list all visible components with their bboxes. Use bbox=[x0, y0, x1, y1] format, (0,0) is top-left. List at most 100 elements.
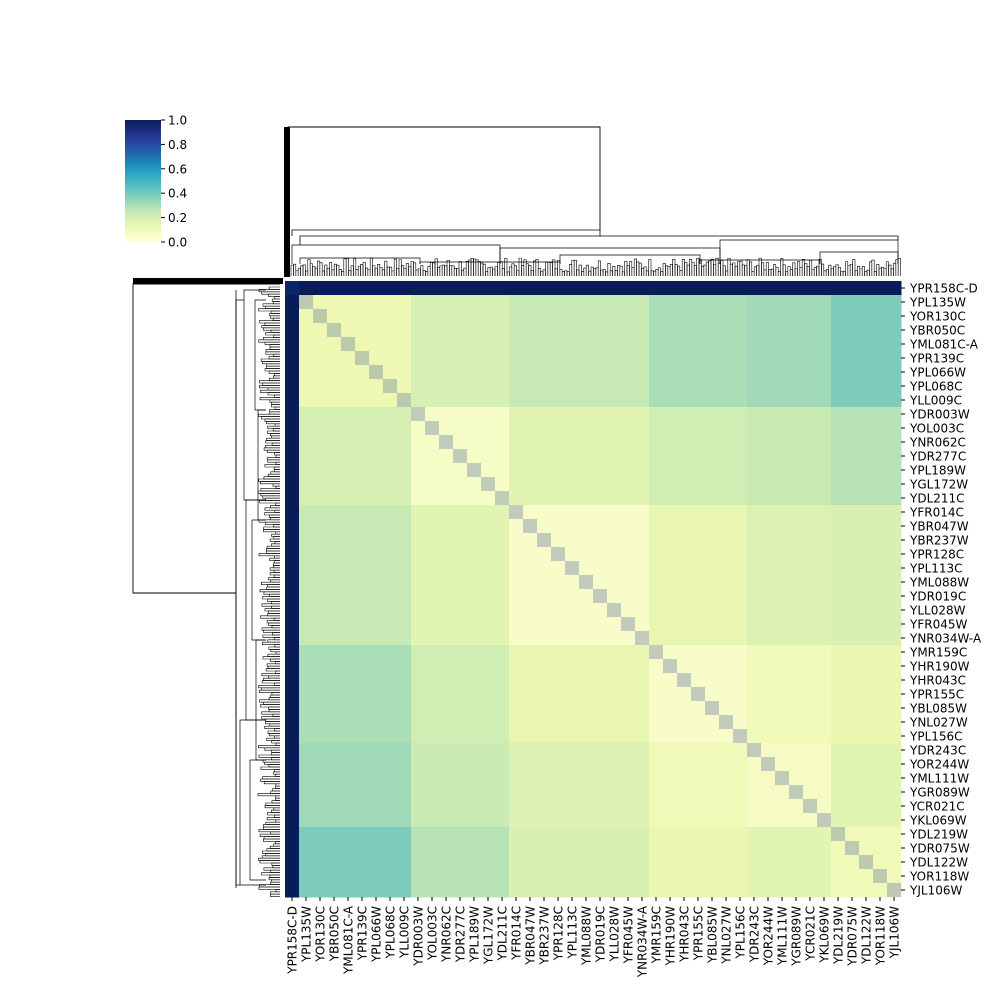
dendrogram-link bbox=[756, 265, 760, 276]
dendrogram-link bbox=[268, 286, 280, 290]
colorbar-tick-label: 0.0 bbox=[168, 236, 187, 250]
column-label: YFR014C bbox=[510, 906, 524, 961]
dendrogram-link bbox=[878, 267, 882, 276]
dendrogram-link bbox=[260, 778, 280, 782]
dendrogram-link bbox=[360, 263, 364, 276]
dendrogram-link bbox=[703, 264, 707, 276]
heatmap-diagonal-cell bbox=[565, 561, 579, 575]
dendrogram-link bbox=[267, 639, 280, 643]
dendrogram-link bbox=[866, 269, 870, 276]
dendrogram-link bbox=[653, 270, 657, 276]
dendrogram-link bbox=[559, 269, 563, 276]
dendrogram-link bbox=[270, 694, 280, 698]
dendrogram-link bbox=[480, 262, 484, 276]
dendrogram-link bbox=[267, 459, 280, 463]
heatmap-diagonal-cell bbox=[747, 743, 761, 757]
dendrogram-link bbox=[291, 229, 601, 236]
dendrogram-link bbox=[273, 301, 280, 305]
dendrogram-link bbox=[271, 749, 280, 753]
dendrogram-link bbox=[269, 572, 280, 576]
row-label: YPL068C bbox=[909, 380, 963, 394]
row-label: YPL189W bbox=[909, 464, 966, 478]
dendrogram-link bbox=[660, 271, 664, 276]
dendrogram-link bbox=[696, 258, 700, 276]
dendrogram-link bbox=[269, 315, 280, 319]
dendrogram-link bbox=[270, 649, 280, 653]
dendrogram-link bbox=[274, 452, 280, 456]
dendrogram-link bbox=[261, 603, 280, 607]
column-label: YDR277C bbox=[454, 906, 468, 963]
column-label: YNR034W-A bbox=[636, 905, 650, 978]
column-labels: YPR158C-D YPL135W YOR130C YBR050C YML081C-A Y… bbox=[286, 897, 902, 978]
dendrogram-link bbox=[263, 476, 280, 480]
column-label: YJL106W bbox=[888, 906, 902, 959]
dendrogram-link bbox=[708, 260, 712, 276]
dendrogram-link bbox=[269, 593, 280, 597]
heatmap-diagonal-cell bbox=[467, 463, 481, 477]
heatmap-diagonal-cell bbox=[817, 813, 831, 827]
dendrogram-link bbox=[272, 865, 280, 869]
dendrogram-link bbox=[261, 325, 280, 329]
dendrogram-link bbox=[275, 819, 280, 823]
column-label: YDL219W bbox=[832, 906, 846, 965]
dendrogram-link bbox=[465, 260, 469, 276]
row-label: YPL135W bbox=[909, 296, 966, 310]
dendrogram-link bbox=[381, 269, 385, 276]
dendrogram-link bbox=[489, 266, 493, 276]
dendrogram-link bbox=[689, 259, 693, 276]
dendrogram-link bbox=[439, 265, 443, 276]
dendrogram-link bbox=[273, 375, 280, 379]
dendrogram-link bbox=[422, 270, 426, 276]
heatmap-diagonal-cell bbox=[509, 505, 523, 519]
heatmap-block bbox=[649, 645, 748, 744]
dendrogram-link bbox=[837, 267, 841, 276]
dendrogram-link bbox=[271, 401, 280, 405]
heatmap-block bbox=[649, 743, 748, 828]
row-label: YGL172W bbox=[909, 478, 968, 492]
dendrogram-link bbox=[239, 719, 266, 886]
heatmap-diagonal-cell bbox=[621, 617, 635, 631]
dendrogram-link bbox=[267, 730, 280, 734]
dendrogram-link bbox=[270, 471, 280, 475]
dendrogram-link bbox=[362, 262, 366, 276]
dendrogram-link bbox=[271, 625, 280, 629]
dendrogram-link bbox=[263, 526, 280, 530]
row-label: YJL106W bbox=[909, 884, 962, 898]
dendrogram-link bbox=[463, 267, 467, 276]
dendrogram-link bbox=[274, 394, 280, 398]
dendrogram-link bbox=[343, 258, 347, 276]
heatmap-block bbox=[649, 295, 748, 408]
dendrogram-link bbox=[753, 266, 757, 276]
dendrogram-link bbox=[273, 466, 280, 470]
column-label: YOL003C bbox=[426, 906, 440, 961]
heatmap-diagonal-cell bbox=[663, 659, 677, 673]
dendrogram-link bbox=[729, 263, 733, 276]
heatmap-block bbox=[649, 407, 748, 506]
dendrogram-link bbox=[258, 886, 280, 890]
dendrogram-link bbox=[487, 267, 491, 276]
dendrogram-link bbox=[408, 266, 412, 276]
heatmap-diagonal-cell bbox=[369, 365, 383, 379]
dendrogram-link bbox=[270, 310, 280, 314]
dendrogram-link bbox=[272, 428, 280, 432]
dendrogram-link bbox=[722, 265, 726, 276]
dendrogram-link bbox=[263, 826, 280, 830]
dendrogram-link bbox=[705, 261, 709, 276]
dendrogram-link bbox=[264, 521, 280, 525]
dendrogram-link bbox=[377, 264, 381, 276]
dendrogram-link bbox=[257, 793, 280, 797]
dendrogram-link bbox=[270, 579, 280, 583]
dendrogram-link bbox=[269, 874, 280, 878]
dendrogram-link bbox=[274, 469, 280, 473]
dendrogram-link bbox=[475, 259, 479, 276]
heatmap-block bbox=[285, 295, 300, 408]
dendrogram-link bbox=[267, 665, 280, 669]
dendrogram-link bbox=[509, 266, 513, 276]
row-label: YFR014C bbox=[909, 506, 964, 520]
colorbar-tick-label: 0.2 bbox=[168, 211, 187, 225]
heatmap-diagonal-cell bbox=[859, 855, 873, 869]
dendrogram-link bbox=[321, 270, 325, 276]
dendrogram-link bbox=[765, 262, 769, 276]
dendrogram-link bbox=[365, 267, 369, 276]
